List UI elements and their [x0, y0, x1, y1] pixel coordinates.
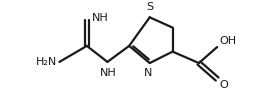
Text: N: N: [144, 68, 152, 78]
Text: OH: OH: [220, 36, 237, 46]
Text: NH: NH: [100, 68, 117, 78]
Text: O: O: [219, 80, 228, 90]
Text: S: S: [146, 2, 153, 12]
Text: NH: NH: [91, 13, 108, 23]
Text: H₂N: H₂N: [35, 57, 57, 67]
